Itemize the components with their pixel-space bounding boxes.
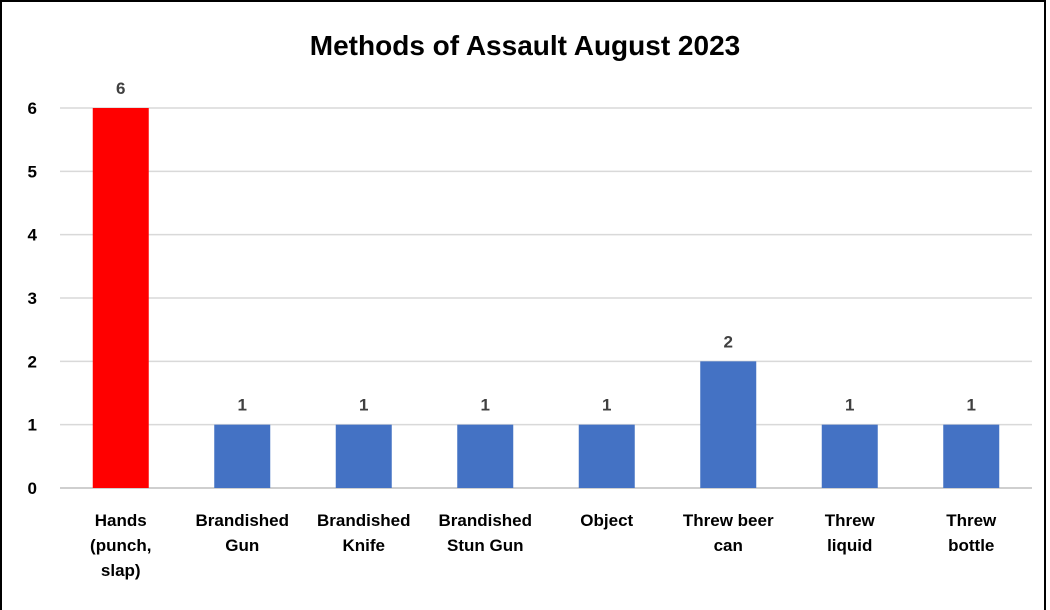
y-axis: 0 1 2 3 4 5 6 [28,99,38,498]
data-label: 1 [481,396,490,415]
x-tick-label-line: Threw [825,511,876,530]
x-tick-label-line: slap) [101,561,141,580]
bar [700,361,757,488]
y-tick-label: 0 [28,479,37,498]
x-tick-label-line: Gun [225,536,259,555]
x-tick-label: Hands (punch, slap) [90,511,151,580]
bar [92,108,149,488]
x-tick-label-line: Hands [95,511,147,530]
bar [943,424,1000,488]
x-tick-label-line: (punch, [90,536,151,555]
bar [214,424,271,488]
data-label: 2 [724,332,733,351]
gridlines [60,107,1032,489]
x-tick-label: Object [580,511,633,530]
x-tick-label: Brandished Knife [317,511,411,555]
y-tick-label: 2 [28,352,37,371]
data-label: 1 [845,396,854,415]
x-tick-label: Threw bottle [946,511,997,555]
y-tick-label: 3 [28,289,37,308]
x-tick-label-line: Object [580,511,633,530]
x-tick-label-line: liquid [827,536,872,555]
y-tick-label: 6 [28,99,37,118]
x-tick-label-line: Threw beer [683,511,774,530]
x-tick-label-line: Threw [946,511,997,530]
bar [578,424,635,488]
x-tick-label: Brandished Gun [195,511,289,555]
x-tick-label: Threw beer can [683,511,774,555]
y-tick-label: 5 [28,162,37,181]
chart-title: Methods of Assault August 2023 [309,30,741,61]
x-axis: Hands (punch, slap)Brandished GunBrandished… [90,511,997,580]
data-label: 1 [238,396,247,415]
data-label: 1 [359,396,368,415]
x-tick-label-line: Stun Gun [447,536,523,555]
data-label: 1 [602,396,611,415]
x-tick-label-line: bottle [948,536,994,555]
bar [821,424,878,488]
x-tick-label: Threw liquid [825,511,876,555]
y-tick-label: 1 [28,416,37,435]
x-tick-label-line: Knife [343,536,386,555]
bars [92,108,1000,488]
data-labels: 6 1 1 1 1 2 1 1 [116,79,976,415]
bar [335,424,392,488]
x-tick-label-line: Brandished [195,511,289,530]
data-label: 6 [116,79,125,98]
x-tick-label: Brandished Stun Gun [438,511,532,555]
bar [457,424,514,488]
x-tick-label-line: can [714,536,743,555]
y-tick-label: 4 [28,226,38,245]
data-label: 1 [967,396,976,415]
x-tick-label-line: Brandished [317,511,411,530]
x-tick-label-line: Brandished [438,511,532,530]
